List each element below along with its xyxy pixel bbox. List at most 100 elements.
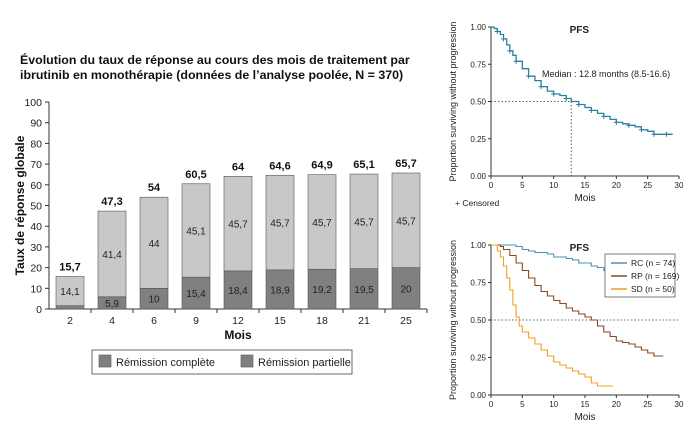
bar-segment-partial-base [265, 269, 295, 310]
bar-segment-partial-base [223, 270, 253, 310]
legend-label-sd: SD (n = 50) [631, 284, 675, 294]
x-tick-label: 5 [520, 400, 525, 409]
pfs-overall-chart: 0.00 0.25 0.50 0.75 1.00 0 5 10 15 20 25 30 Mois Prop… [448, 21, 684, 208]
x-tick-label: 15 [274, 315, 286, 327]
figure-title-line-1: Évolution du taux de réponse au cours de… [20, 53, 410, 67]
km-curve-pfs [491, 26, 673, 135]
y-tick-label: 40 [30, 221, 42, 233]
bar-total-label: 47,3 [101, 196, 122, 208]
legend-box [91, 349, 353, 375]
y-tick-label: 0.50 [470, 316, 486, 325]
x-tick-label: 20 [612, 181, 621, 190]
x-tick-label: 20 [612, 400, 621, 409]
y-tick-label: 100 [24, 97, 42, 109]
bar-data-label: 19,5 [354, 285, 374, 296]
y-tick-label: 0.75 [470, 279, 486, 288]
y-tick-label: 0.75 [470, 60, 486, 69]
bar-segment-partial-base [349, 268, 379, 310]
panel-title: PFS [570, 25, 590, 36]
censor-mark [538, 84, 544, 90]
y-tick-label: 1.00 [470, 241, 486, 250]
legend-label-rc: RC (n = 74) [631, 258, 675, 268]
x-axis-title: Mois [224, 328, 252, 342]
y-tick-label: 70 [30, 159, 42, 171]
censor-mark [513, 58, 519, 64]
bar-total-label: 60,5 [185, 169, 206, 181]
x-tick-label: 12 [232, 315, 244, 327]
bar-data-label: 20 [400, 284, 412, 295]
y-tick-label: 0.25 [470, 354, 486, 363]
x-tick-label: 2 [67, 315, 73, 327]
x-tick-label: 21 [358, 315, 370, 327]
bar-data-label: 14,1 [60, 287, 80, 298]
x-axis-title: Mois [574, 193, 595, 204]
x-tick-label: 6 [151, 315, 157, 327]
bar-data-label: 18,4 [228, 286, 248, 297]
y-axis-title: Proportion surviving without progression [448, 240, 458, 400]
bar-data-label: 19,2 [312, 285, 332, 296]
response-bar-chart: 0 10 20 30 40 50 60 70 80 90 100 2 14,1 15,7 4 5,9 41,4 4… [13, 97, 428, 375]
x-tick-label: 5 [520, 181, 525, 190]
censor-mark [588, 107, 594, 113]
censor-mark [551, 91, 557, 97]
x-tick-label: 0 [489, 181, 494, 190]
bar-total-label: 65,1 [353, 159, 374, 171]
censor-mark [507, 48, 513, 54]
censor-mark [563, 96, 569, 102]
x-tick-label: 9 [193, 315, 199, 327]
x-tick-label: 10 [549, 181, 558, 190]
km-curve-sd [491, 244, 614, 387]
censor-mark [501, 36, 507, 42]
y-axis-title: Proportion surviving without progression [448, 21, 458, 181]
figure-title: Évolution du taux de réponse au cours de… [20, 53, 430, 83]
bar-total-label: 64,6 [269, 160, 290, 172]
censor-mark [626, 122, 632, 128]
y-axis-title: Taux de réponse globale [13, 135, 27, 275]
y-tick-label: 1.00 [470, 23, 486, 32]
bar-data-label: 41,4 [102, 250, 122, 261]
censor-mark [651, 131, 657, 137]
y-tick-label: 90 [30, 118, 42, 130]
censor-mark [526, 73, 532, 79]
censor-mark [601, 113, 607, 119]
y-tick-label: 0.00 [470, 391, 486, 400]
x-tick-label: 10 [549, 400, 558, 409]
y-tick-label: 50 [30, 201, 42, 213]
x-tick-label: 18 [316, 315, 328, 327]
x-tick-label: 15 [581, 400, 590, 409]
x-tick-label: 25 [400, 315, 412, 327]
bar-segment-upper [391, 172, 421, 268]
legend-swatch-partial [240, 354, 254, 368]
x-tick-label: 25 [643, 181, 652, 190]
bar-segment-upper [97, 210, 127, 298]
bar-segment-partial-base [181, 276, 211, 310]
bar-segment-upper [265, 174, 295, 271]
x-tick-label: 30 [675, 181, 684, 190]
censor-mark [576, 101, 582, 107]
y-tick-label: 0 [36, 304, 42, 316]
y-tick-label: 0.25 [470, 135, 486, 144]
panel-title: PFS [570, 243, 590, 254]
legend-label-partial: Rémission partielle [258, 357, 351, 369]
y-tick-label: 60 [30, 180, 42, 192]
bar-segment-upper [307, 174, 337, 270]
censor-mark [494, 28, 500, 34]
bar-segment-upper [349, 173, 379, 269]
km-curve-rp [491, 244, 664, 357]
figure-title-line-2: ibrutinib en monothérapie (données de l’… [20, 68, 404, 82]
bar-total-label: 64,9 [311, 160, 332, 172]
bar-total-label: 15,7 [59, 262, 80, 274]
censor-mark [638, 127, 644, 133]
median-annotation: Median : 12.8 months (8.5-16.6) [542, 69, 670, 79]
bar-data-label: 45,7 [270, 219, 290, 230]
bar-data-label: 45,7 [354, 217, 374, 228]
bar-data-label: 18,9 [270, 285, 290, 296]
y-tick-label: 20 [30, 263, 42, 275]
legend-label-complete: Rémission complète [116, 357, 215, 369]
bar-segment-partial-base [55, 305, 85, 310]
bar-total-label: 65,7 [395, 158, 416, 170]
bar-data-label: 45,7 [312, 218, 332, 229]
legend-swatch-complete [98, 354, 112, 368]
censor-mark [663, 131, 669, 137]
